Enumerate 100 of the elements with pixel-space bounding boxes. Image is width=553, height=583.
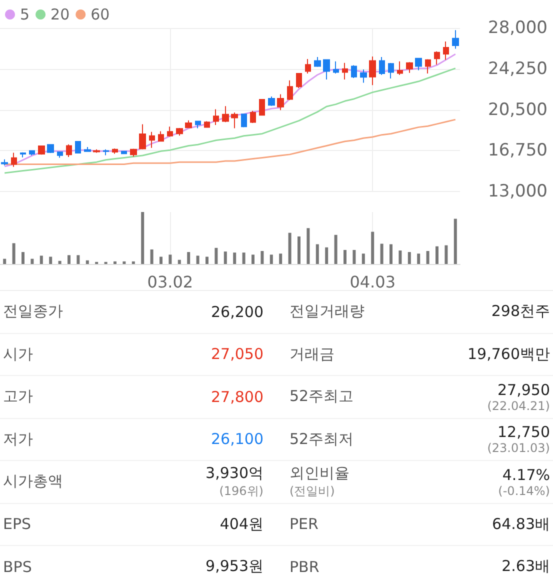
candlestick: [213, 108, 219, 126]
candlestick: [231, 112, 238, 129]
legend-label: 5: [20, 6, 30, 24]
bar: [380, 244, 384, 264]
text: 시가총액: [3, 472, 63, 490]
bar: [30, 258, 34, 264]
text: 19,760백만: [468, 344, 550, 363]
candlestick: [406, 62, 413, 74]
text: 시가: [3, 344, 33, 363]
line-series: [4, 53, 456, 168]
bar: [58, 260, 62, 264]
text: (전일비): [290, 484, 335, 498]
candlestick: [20, 152, 26, 158]
bar: [344, 250, 346, 264]
x-tick-label: 04.03: [350, 272, 396, 292]
y-tick-label: 16,750: [488, 140, 548, 161]
candlestick: [397, 60, 403, 76]
candlestick: [84, 146, 91, 152]
y-tick-label: 13,000: [488, 182, 548, 202]
candlestick: [185, 120, 192, 128]
text: BPS: [3, 558, 32, 576]
bar: [408, 252, 411, 264]
bar: [114, 261, 116, 264]
bar: [150, 249, 154, 264]
candlestick: [250, 110, 256, 124]
y-tick-label: 24,250: [488, 58, 548, 79]
candlestick: [415, 57, 422, 71]
candlestick: [195, 120, 201, 129]
bar: [122, 261, 126, 264]
bar: [141, 212, 144, 264]
bar: [444, 245, 448, 264]
bar: [390, 244, 392, 264]
line-series: [4, 68, 456, 174]
text: 27,800: [211, 388, 264, 406]
text: 거래금: [290, 344, 334, 363]
candlestick: [259, 98, 265, 116]
bar: [40, 256, 43, 264]
candlestick: [75, 140, 81, 154]
bar: [12, 243, 16, 264]
candlestick: [369, 56, 376, 86]
candlestick: [360, 69, 367, 84]
candlestick: [167, 126, 173, 138]
candlestick: [333, 60, 339, 74]
text: (23.01.03): [487, 441, 550, 456]
bar: [49, 256, 52, 264]
bar: [252, 254, 254, 264]
text: 52주최고: [290, 387, 354, 406]
candlestick: [287, 80, 293, 100]
text: 298천주: [491, 302, 550, 320]
text: (196위): [219, 484, 264, 498]
text: (22.04.21): [487, 398, 550, 413]
bar: [178, 260, 181, 264]
candlestick: [66, 144, 72, 158]
text: 고가: [3, 387, 33, 406]
candlestick: [443, 41, 449, 60]
candlestick: [342, 62, 348, 80]
bar: [298, 236, 300, 264]
bar: [306, 228, 310, 264]
bar: [3, 258, 6, 264]
y-tick-label: 20,500: [488, 100, 548, 120]
bar: [316, 244, 319, 264]
text: 3,930억: [206, 464, 264, 482]
bar: [352, 250, 356, 264]
bar: [362, 254, 365, 264]
candlestick: [379, 56, 385, 76]
bar: [68, 255, 70, 264]
text: 전일종가: [3, 302, 63, 320]
candlestick: [277, 94, 284, 111]
candlestick: [103, 148, 109, 156]
text: 12,750: [498, 423, 550, 442]
text: 64.83배: [492, 514, 550, 533]
candlestick: [11, 152, 17, 168]
line-series: [4, 118, 456, 165]
bar: [288, 232, 292, 264]
bar: [22, 252, 24, 264]
text: 27,050: [211, 345, 264, 364]
candlestick: [204, 120, 210, 128]
bar: [187, 252, 190, 264]
legend-label: 20: [50, 6, 70, 24]
text: 4.17%: [502, 466, 550, 484]
bar: [224, 252, 227, 264]
candlestick: [93, 148, 100, 154]
candlestick: [425, 58, 431, 74]
bar: [86, 260, 89, 264]
candlestick: [47, 144, 54, 154]
bar: [206, 256, 208, 264]
candlestick: [388, 62, 394, 79]
bar: [371, 232, 374, 264]
text: 전일거래량: [290, 302, 364, 320]
bar: [132, 261, 135, 264]
bar: [270, 254, 273, 264]
bar: [325, 247, 328, 264]
candlestick: [296, 72, 302, 88]
bar: [168, 254, 172, 264]
candlestick: [222, 106, 229, 123]
bar: [279, 254, 282, 264]
candlestick: [314, 56, 321, 68]
candlestick: [241, 113, 247, 128]
bar: [334, 234, 338, 264]
text: 26,100: [211, 430, 264, 448]
